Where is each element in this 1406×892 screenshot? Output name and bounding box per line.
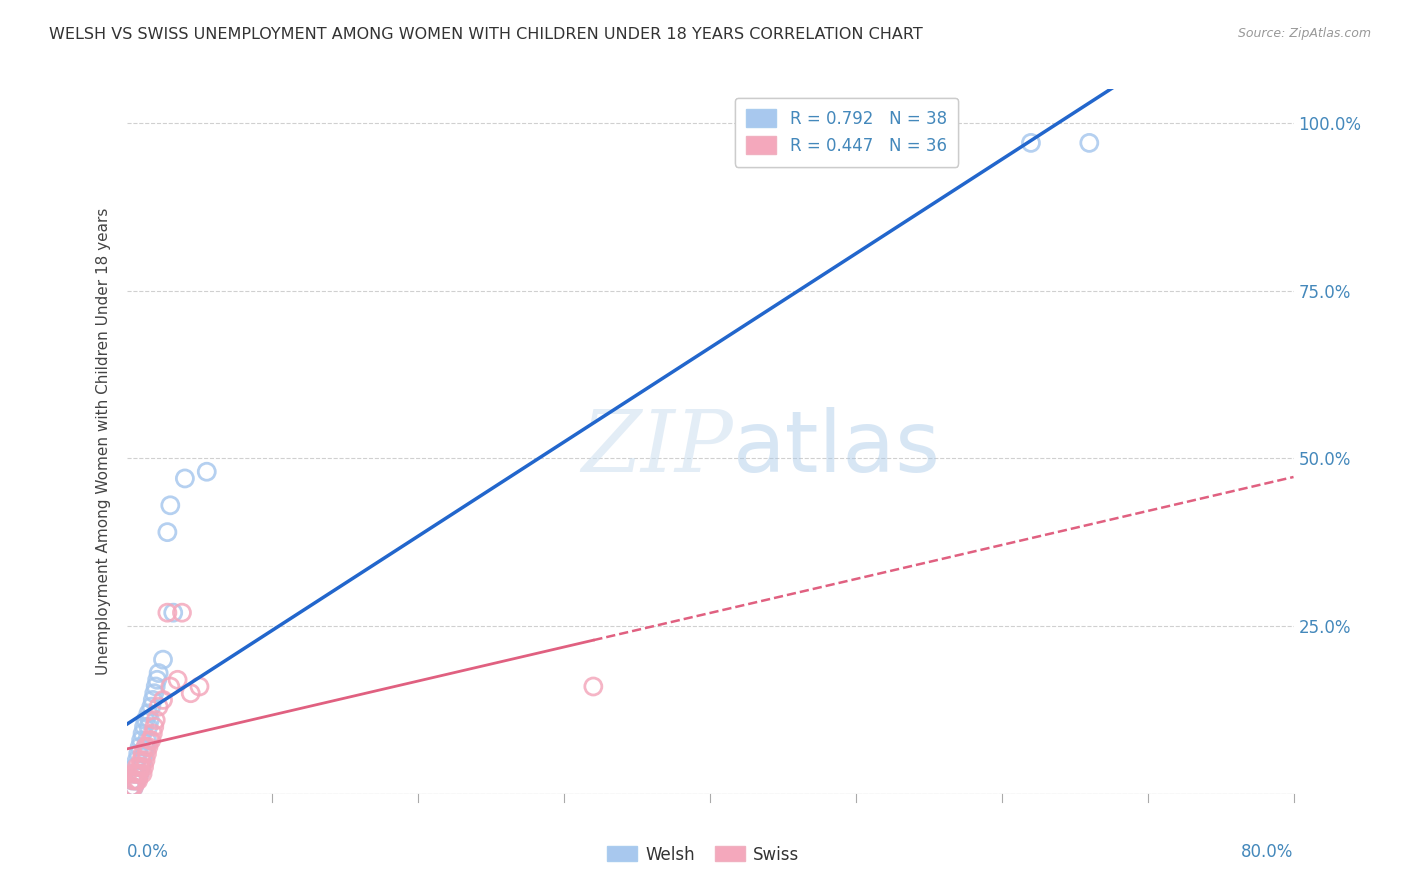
Point: [146, 673, 169, 687]
Text: 80.0%: 80.0%: [1241, 843, 1294, 861]
Point: [152, 693, 174, 707]
Point: [142, 726, 165, 740]
Point: [170, 606, 193, 620]
Point: [143, 686, 166, 700]
Point: [1078, 136, 1101, 150]
Point: [188, 680, 211, 694]
Point: [134, 739, 156, 754]
Point: [129, 733, 152, 747]
Point: [127, 766, 149, 780]
Point: [122, 766, 145, 780]
Point: [128, 739, 150, 754]
Point: [141, 699, 163, 714]
Point: [131, 747, 153, 761]
Point: [125, 753, 148, 767]
Point: [121, 780, 143, 794]
Point: [120, 780, 142, 794]
Legend: R = 0.792   N = 38, R = 0.447   N = 36: R = 0.792 N = 38, R = 0.447 N = 36: [735, 97, 959, 167]
Point: [127, 766, 149, 780]
Point: [128, 766, 150, 780]
Point: [131, 726, 153, 740]
Point: [120, 780, 142, 794]
Point: [166, 673, 188, 687]
Point: [124, 766, 146, 780]
Point: [127, 747, 149, 761]
Point: [145, 713, 167, 727]
Point: [195, 465, 218, 479]
Point: [132, 747, 155, 761]
Point: [121, 773, 143, 788]
Point: [162, 606, 184, 620]
Point: [134, 713, 156, 727]
Point: [127, 773, 149, 788]
Point: [148, 699, 170, 714]
Point: [125, 773, 148, 788]
Point: [134, 739, 156, 754]
Y-axis label: Unemployment Among Women with Children Under 18 years: Unemployment Among Women with Children U…: [96, 208, 111, 675]
Point: [143, 720, 166, 734]
Point: [129, 760, 152, 774]
Point: [124, 760, 146, 774]
Point: [138, 706, 160, 721]
Point: [142, 693, 165, 707]
Point: [136, 747, 159, 761]
Point: [122, 780, 145, 794]
Point: [145, 680, 167, 694]
Point: [122, 780, 145, 794]
Text: atlas: atlas: [734, 407, 942, 490]
Point: [129, 760, 152, 774]
Text: ZIP: ZIP: [582, 408, 734, 490]
Point: [174, 471, 197, 485]
Point: [156, 606, 179, 620]
Point: [148, 666, 170, 681]
Point: [131, 766, 153, 780]
Point: [180, 686, 202, 700]
Point: [134, 753, 156, 767]
Point: [138, 739, 160, 754]
Point: [125, 760, 148, 774]
Point: [131, 753, 153, 767]
Point: [141, 733, 163, 747]
Text: 0.0%: 0.0%: [127, 843, 169, 861]
Point: [121, 773, 143, 788]
Point: [152, 653, 174, 667]
Point: [125, 773, 148, 788]
Text: WELSH VS SWISS UNEMPLOYMENT AMONG WOMEN WITH CHILDREN UNDER 18 YEARS CORRELATION: WELSH VS SWISS UNEMPLOYMENT AMONG WOMEN …: [49, 27, 922, 42]
Point: [128, 760, 150, 774]
Point: [124, 773, 146, 788]
Text: Source: ZipAtlas.com: Source: ZipAtlas.com: [1237, 27, 1371, 40]
Legend: Welsh, Swiss: Welsh, Swiss: [600, 839, 806, 871]
Point: [122, 766, 145, 780]
Point: [136, 733, 159, 747]
Point: [582, 680, 605, 694]
Point: [132, 760, 155, 774]
Point: [156, 525, 179, 540]
Point: [159, 680, 181, 694]
Point: [139, 733, 162, 747]
Point: [124, 773, 146, 788]
Point: [139, 713, 162, 727]
Point: [129, 753, 152, 767]
Point: [159, 498, 181, 512]
Point: [138, 720, 160, 734]
Point: [132, 720, 155, 734]
Point: [1019, 136, 1042, 150]
Point: [128, 766, 150, 780]
